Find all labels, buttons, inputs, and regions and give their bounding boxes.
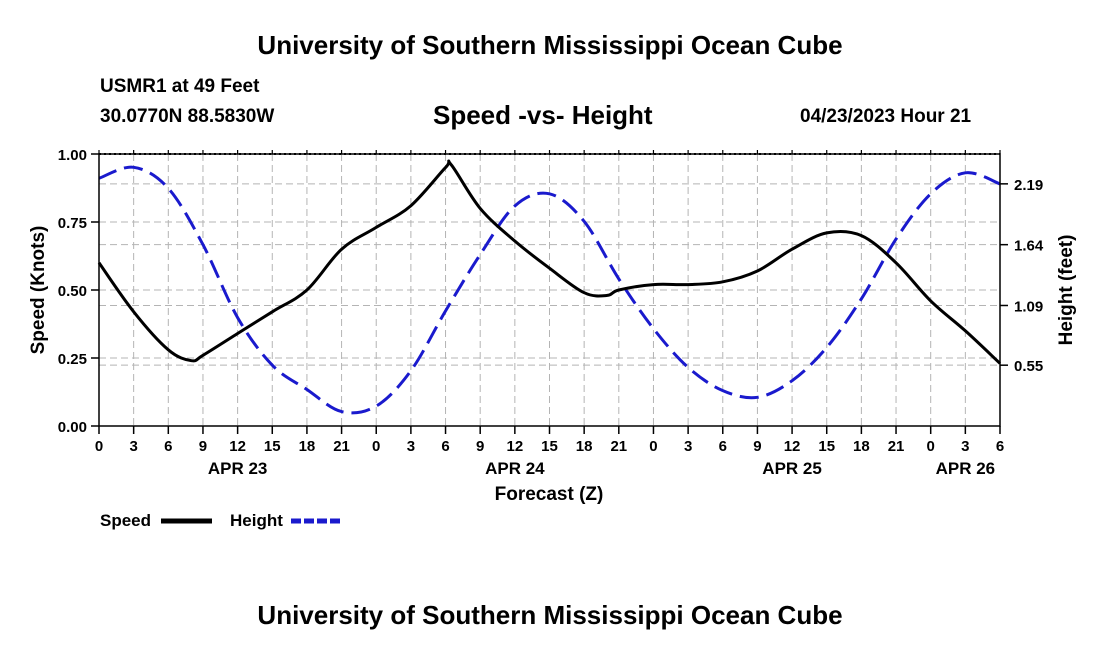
station-name: USMR1 at 49 Feet [100,76,260,97]
x-tick-label: 21 [333,438,350,455]
x-tick-label: 9 [199,438,207,455]
x-tick-label: 12 [507,438,524,455]
right-axis-title: Height (feet) [1056,235,1077,346]
x-tick-label: 9 [476,438,484,455]
x-tick-label: 18 [853,438,870,455]
chart-title: University of Southern Mississippi Ocean… [257,30,843,60]
x-tick-label: 15 [541,438,558,455]
x-tick-label: 18 [299,438,316,455]
legend-speed-label: Speed [100,511,151,530]
x-tick-label: 15 [264,438,281,455]
x-tick-label: 12 [229,438,246,455]
x-tick-label: 0 [95,438,103,455]
legend-height-label: Height [230,511,283,530]
date-label: APR 25 [762,459,822,478]
right-tick-label: 2.19 [1014,177,1043,194]
x-axis-title: Forecast (Z) [495,484,604,505]
x-tick-label: 9 [753,438,761,455]
series-group [97,159,1002,415]
left-tick-label: 1.00 [58,147,87,164]
x-tick-label: 6 [996,438,1004,455]
left-tick-label: 0.75 [58,215,87,232]
x-axis-ticks: 0 3 6 9 12 15 18 21 0 3 6 9 12 15 18 21 0 3 6 9 12 15 18 21 0 3 6 [95,150,1004,455]
x-tick-label: 3 [407,438,415,455]
date-label: APR 23 [208,459,268,478]
date-label: APR 24 [485,459,545,478]
left-tick-label: 0.25 [58,351,87,368]
x-tick-label: 21 [610,438,627,455]
x-tick-label: 0 [372,438,380,455]
x-tick-label: 6 [164,438,172,455]
x-tick-label: 3 [684,438,692,455]
right-tick-label: 1.64 [1014,238,1044,255]
left-tick-label: 0.00 [58,419,87,436]
x-tick-label: 12 [784,438,801,455]
x-tick-label: 0 [927,438,935,455]
left-tick-label: 0.50 [58,283,87,300]
series-line-speed [97,159,1002,365]
right-axis-ticks: 0.55 1.09 1.64 2.19 [1000,177,1044,375]
date-label: APR 26 [936,459,996,478]
x-tick-label: 21 [888,438,905,455]
x-tick-label: 6 [719,438,727,455]
x-tick-label: 3 [961,438,969,455]
right-tick-label: 0.55 [1014,358,1043,375]
footer-title: University of Southern Mississippi Ocean… [257,600,843,630]
grid-lines [99,154,1000,426]
right-tick-label: 1.09 [1014,298,1043,315]
left-axis-title: Speed (Knots) [28,226,49,355]
x-tick-label: 6 [441,438,449,455]
chart-subtitle: Speed -vs- Height [433,100,653,130]
x-tick-label: 15 [818,438,835,455]
date-labels: APR 23 APR 24 APR 25 APR 26 [208,459,995,478]
station-coords: 30.0770N 88.5830W [100,106,275,127]
x-tick-label: 0 [649,438,657,455]
x-tick-label: 3 [129,438,137,455]
x-tick-label: 18 [576,438,593,455]
left-axis-ticks: 0.00 0.25 0.50 0.75 1.00 [58,147,99,436]
forecast-datetime: 04/23/2023 Hour 21 [800,106,972,127]
series-line-height [98,165,1001,415]
legend: Speed Height [100,511,342,530]
